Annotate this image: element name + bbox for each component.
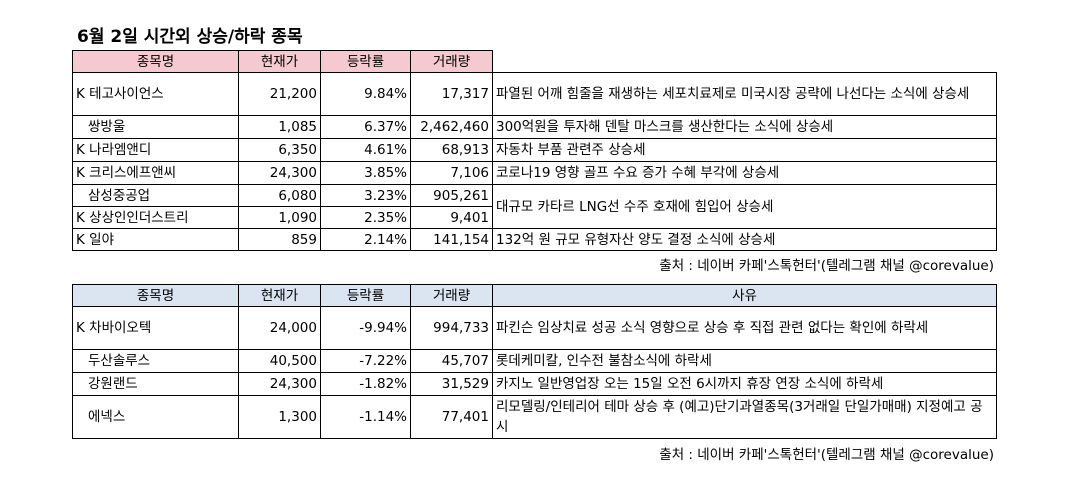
stock-reason: 카지노 일반영업장 오는 15일 오전 6시까지 휴장 연장 소식에 하락세 <box>492 372 997 396</box>
stock-price: 6,080 <box>238 184 321 207</box>
header-empty-cell <box>492 50 997 73</box>
stock-price: 1,085 <box>238 115 321 139</box>
table-row: 에넥스 1,300 -1.14% 77,401 리모델링/인테리어 테마 상승 … <box>72 395 997 439</box>
stock-price: 859 <box>238 228 321 251</box>
table-header-row: 종목명 현재가 등락률 거래량 사유 <box>72 284 997 307</box>
table-header-row: 종목명 현재가 등락률 거래량 <box>72 50 997 73</box>
header-change-rate: 등락률 <box>320 50 411 73</box>
source-caption: 출처 : 네이버 카페'스톡헌터'(텔레그램 채널 @corevalue) <box>659 258 994 274</box>
stock-volume: 77,401 <box>410 395 493 439</box>
stock-change: 2.35% <box>320 206 411 229</box>
stock-reason: 파열된 어깨 힘줄을 재생하는 세포치료제로 미국시장 공략에 나선다는 소식에… <box>492 72 997 116</box>
table-row: 두산솔루스 40,500 -7.22% 45,707 롯데케미칼, 인수전 불참… <box>72 349 997 373</box>
stock-price: 24,300 <box>238 372 321 396</box>
stock-reason: 132억 원 규모 유형자산 양도 결정 소식에 상승세 <box>492 228 997 251</box>
table-row: K 나라엠앤디 6,350 4.61% 68,913 자동차 부품 관련주 상승… <box>72 138 997 162</box>
stock-reason: 리모델링/인테리어 테마 상승 후 (예고)단기과열종목(3거래일 단일가매매)… <box>492 395 997 439</box>
stock-reason: 롯데케미칼, 인수전 불참소식에 하락세 <box>492 349 997 373</box>
stock-reason: 코로나19 영향 골프 수요 증가 수혜 부각에 상승세 <box>492 161 997 185</box>
rising-stocks-table: 종목명 현재가 등락률 거래량 K 테고사이언스 21,200 9.84% 17… <box>72 50 997 251</box>
stock-reason: 자동차 부품 관련주 상승세 <box>492 138 997 162</box>
stock-volume: 9,401 <box>410 206 493 229</box>
stock-name: 강원랜드 <box>72 372 239 396</box>
stock-change: 6.37% <box>320 115 411 139</box>
stock-name: K 나라엠앤디 <box>72 138 239 162</box>
stock-change: 2.14% <box>320 228 411 251</box>
table-row: K 크리스에프앤씨 24,300 3.85% 7,106 코로나19 영향 골프… <box>72 161 997 185</box>
stock-change: 3.85% <box>320 161 411 185</box>
stock-volume: 31,529 <box>410 372 493 396</box>
table-row: K 상상인인더스트리 1,090 2.35% 9,401 <box>72 206 997 229</box>
stock-reason: 대규모 카타르 LNG선 수주 호재에 힘입어 상승세 <box>492 184 997 229</box>
stock-volume: 2,462,460 <box>410 115 493 139</box>
stock-change: -1.82% <box>320 372 411 396</box>
header-volume: 거래량 <box>410 284 493 307</box>
table-row: 삼성중공업 6,080 3.23% 905,261 대규모 카타르 LNG선 수… <box>72 184 997 229</box>
stock-name: 두산솔루스 <box>72 349 239 373</box>
table-row: 쌍방울 1,085 6.37% 2,462,460 300억원을 투자해 덴탈 … <box>72 115 997 139</box>
stock-volume: 141,154 <box>410 228 493 251</box>
header-reason: 사유 <box>492 284 997 307</box>
stock-name: K 테고사이언스 <box>72 72 239 116</box>
stock-volume: 994,733 <box>410 306 493 350</box>
stock-volume: 45,707 <box>410 349 493 373</box>
stock-price: 1,300 <box>238 395 321 439</box>
stock-volume: 905,261 <box>410 184 493 207</box>
table-row: K 일야 859 2.14% 141,154 132억 원 규모 유형자산 양도… <box>72 228 997 251</box>
stock-change: 3.23% <box>320 184 411 207</box>
header-volume: 거래량 <box>410 50 493 73</box>
stock-change: -9.94% <box>320 306 411 350</box>
stock-price: 1,090 <box>238 206 321 229</box>
stock-price: 21,200 <box>238 72 321 116</box>
stock-name: 쌍방울 <box>72 115 239 139</box>
stock-name: 삼성중공업 <box>72 184 239 207</box>
stock-reason: 300억원을 투자해 덴탈 마스크를 생산한다는 소식에 상승세 <box>492 115 997 139</box>
stock-price: 6,350 <box>238 138 321 162</box>
stock-price: 24,300 <box>238 161 321 185</box>
source-caption: 출처 : 네이버 카페'스톡헌터'(텔레그램 채널 @corevalue) <box>659 447 994 463</box>
header-price: 현재가 <box>238 50 321 73</box>
stock-price: 24,000 <box>238 306 321 350</box>
stock-volume: 7,106 <box>410 161 493 185</box>
stock-name: K 상상인인더스트리 <box>72 206 239 229</box>
table-row: K 차바이오텍 24,000 -9.94% 994,733 파킨슨 임상치료 성… <box>72 306 997 350</box>
stock-name: K 차바이오텍 <box>72 306 239 350</box>
page-title: 6월 2일 시간외 상승/하락 종목 <box>77 27 303 47</box>
stock-price: 40,500 <box>238 349 321 373</box>
stock-volume: 68,913 <box>410 138 493 162</box>
table-row: K 테고사이언스 21,200 9.84% 17,317 파열된 어깨 힘줄을 … <box>72 72 997 116</box>
table-row: 강원랜드 24,300 -1.82% 31,529 카지노 일반영업장 오는 1… <box>72 372 997 396</box>
stock-name: K 일야 <box>72 228 239 251</box>
stock-change: 9.84% <box>320 72 411 116</box>
falling-stocks-table: 종목명 현재가 등락률 거래량 사유 K 차바이오텍 24,000 -9.94%… <box>72 284 997 439</box>
stock-reason: 파킨슨 임상치료 성공 소식 영향으로 상승 후 직접 관련 없다는 확인에 하… <box>492 306 997 350</box>
header-stock-name: 종목명 <box>72 284 239 307</box>
stock-name: K 크리스에프앤씨 <box>72 161 239 185</box>
header-change-rate: 등락률 <box>320 284 411 307</box>
stock-change: -1.14% <box>320 395 411 439</box>
stock-name: 에넥스 <box>72 395 239 439</box>
stock-change: 4.61% <box>320 138 411 162</box>
header-stock-name: 종목명 <box>72 50 239 73</box>
stock-volume: 17,317 <box>410 72 493 116</box>
stock-change: -7.22% <box>320 349 411 373</box>
header-price: 현재가 <box>238 284 321 307</box>
